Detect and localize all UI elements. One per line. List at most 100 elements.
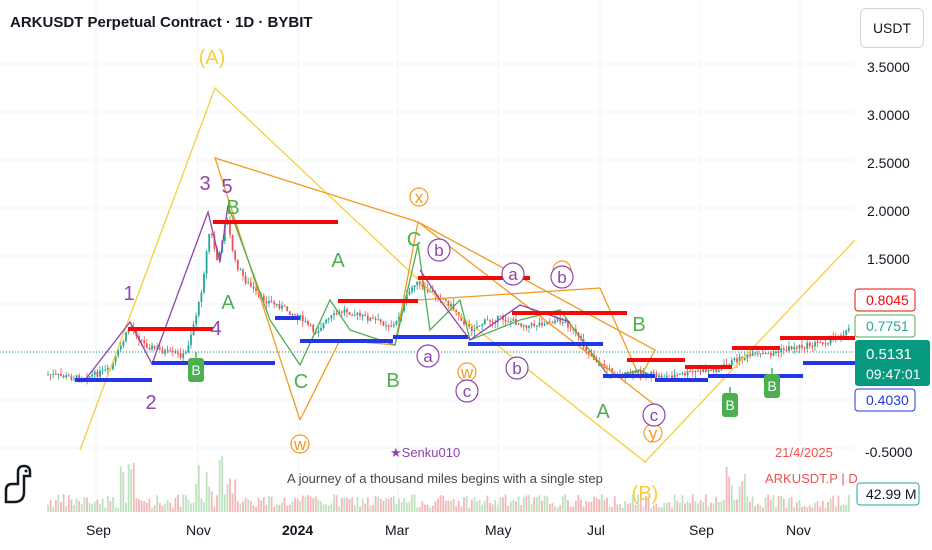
candle-body <box>382 321 385 326</box>
candle-body <box>769 353 772 356</box>
volume-bar <box>359 506 361 512</box>
volume-bar <box>450 500 452 512</box>
volume-bar <box>60 502 62 512</box>
volume-bar <box>538 495 541 512</box>
candle-body <box>104 369 107 371</box>
volume-bar <box>351 496 354 512</box>
volume-bar <box>239 503 242 512</box>
candle-body <box>343 309 346 313</box>
candle-body <box>829 336 832 344</box>
candle-body <box>767 352 770 354</box>
volume-bar <box>455 506 458 512</box>
price-axis[interactable]: 3.5000 3.0000 2.5000 2.0000 1.5000 -0.50… <box>865 59 913 460</box>
volume-bar <box>608 506 611 512</box>
volume-bar <box>208 486 211 512</box>
volume-bar <box>268 495 270 512</box>
wave-label-4: 4 <box>210 318 221 340</box>
volume-bar <box>400 502 403 512</box>
candle-body <box>463 320 465 325</box>
candle-body <box>73 379 75 381</box>
buy-marker <box>764 374 780 398</box>
candle-body <box>681 373 684 375</box>
volume-bar <box>166 500 169 512</box>
volume-bar <box>382 500 385 512</box>
volume-bar <box>218 460 221 512</box>
candle-body <box>710 369 712 371</box>
candle-body <box>639 370 642 376</box>
volume-bar <box>226 484 229 512</box>
candle-body <box>374 318 377 320</box>
volume-bar <box>314 496 317 512</box>
candle-body <box>608 368 611 370</box>
volume-bar <box>624 500 627 512</box>
grid-lines <box>0 0 855 515</box>
candle-body <box>587 351 590 355</box>
volume-bar <box>660 507 663 512</box>
candle-body <box>379 319 382 322</box>
volume-bar <box>114 506 117 512</box>
candle-body <box>600 364 603 366</box>
volume-bar <box>130 468 133 512</box>
price-tag-countdown-text: 09:47:01 <box>866 366 921 382</box>
volume-bar <box>598 499 601 512</box>
purple-triangle-line <box>469 304 571 341</box>
volume-bar <box>398 498 400 512</box>
author-note: ★Senku010 <box>390 445 460 460</box>
candle-body <box>366 315 369 321</box>
price-tag-support: 0.4030 <box>854 388 916 412</box>
price-tick: 1.5000 <box>867 251 910 267</box>
volume-bar <box>223 494 226 512</box>
volume-bar <box>418 506 421 512</box>
volume-bar <box>821 500 824 512</box>
volume-bar <box>385 498 387 512</box>
volume-bar <box>234 479 237 512</box>
volume-bar <box>595 497 598 512</box>
candle-body <box>106 367 109 370</box>
candle-body <box>801 345 803 348</box>
price-tick: -0.5000 <box>865 444 913 460</box>
volume-bar <box>127 464 130 512</box>
volume-bar <box>530 504 533 512</box>
candle-body <box>200 292 203 303</box>
candle-body <box>509 321 512 323</box>
candle-body <box>782 348 785 350</box>
volume-bar <box>171 507 174 512</box>
candle-body <box>676 374 679 376</box>
wave-label-a: a <box>508 265 518 284</box>
candle-body <box>517 323 520 325</box>
volume-bar <box>343 497 346 512</box>
candle-body <box>184 352 187 354</box>
volume-bar <box>335 495 338 512</box>
candle-body <box>67 375 70 377</box>
candle-body <box>689 371 692 373</box>
volume-bar <box>369 505 372 512</box>
candle-body <box>554 320 556 324</box>
volume-bar <box>691 494 694 512</box>
wave-label-3: 3 <box>199 173 210 195</box>
volume-bar <box>205 472 208 512</box>
candle-body <box>798 345 801 349</box>
volume-bar <box>621 507 624 512</box>
volume-bar <box>736 499 738 512</box>
candle-body <box>704 368 707 372</box>
volume-bar <box>535 497 538 512</box>
currency-selector[interactable]: USDT <box>860 8 924 48</box>
volume-bar <box>483 500 486 512</box>
candle-body <box>364 314 367 316</box>
volume-bar <box>216 495 218 512</box>
wave-label-x: x <box>415 188 424 207</box>
purple-triangle-line <box>419 269 471 341</box>
volume-bar <box>395 503 398 512</box>
time-axis[interactable]: Sep Nov 2024 Mar May Jul Sep Nov <box>86 522 811 538</box>
volume-bar <box>613 496 616 512</box>
volume-bar <box>743 473 746 512</box>
candle-body <box>236 259 239 270</box>
candle-body <box>117 349 120 356</box>
buy-marker <box>188 358 204 382</box>
support-resistance-levels <box>75 220 855 382</box>
candle-body <box>525 325 528 328</box>
candle-body <box>242 269 244 276</box>
wave-label-A-major: (A) <box>199 47 226 69</box>
